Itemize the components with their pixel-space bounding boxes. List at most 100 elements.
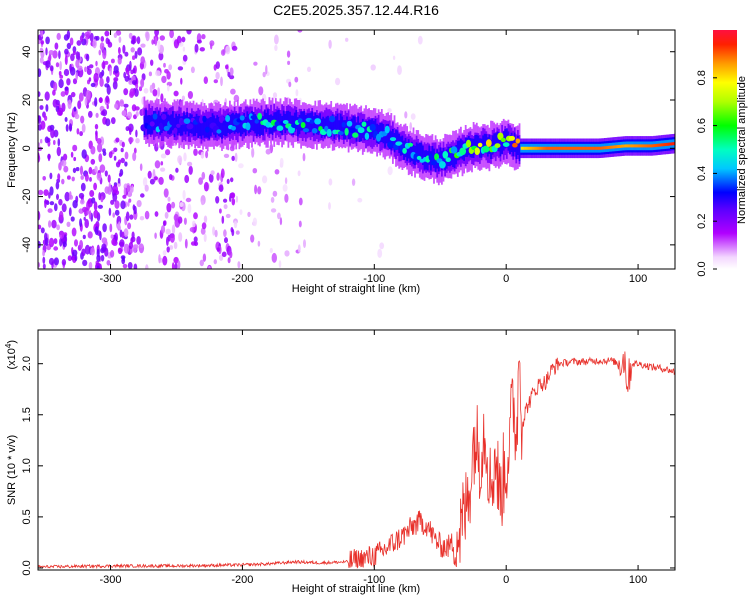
spectrogram-ridge-blob [173, 127, 178, 134]
spectrogram-noise-speck [229, 250, 233, 259]
spectrogram-noise-speck [163, 188, 169, 198]
spectrogram-noise-speck [137, 47, 143, 56]
spectrogram-noise-speck [130, 237, 134, 245]
spectrogram-noise-speck [99, 42, 105, 51]
spectrogram-ridge-blob [344, 127, 349, 136]
spectrogram-ridge-halo [164, 112, 166, 132]
spectrogram-noise-speck [113, 65, 119, 74]
spectrogram-ridge-halo [453, 148, 456, 169]
spectrogram-ridge-halo [157, 111, 160, 131]
spectrogram-ridge-halo [452, 147, 454, 167]
spectrogram-noise-speck [117, 247, 123, 255]
spectrogram-noise-speck [49, 186, 54, 196]
spectrogram-noise-speck [49, 201, 55, 206]
spectrogram-noise-speck [107, 174, 111, 183]
spectrogram-noise-speck [56, 32, 61, 41]
spectrogram-ridge-blob [357, 127, 365, 134]
spectrogram-noise-speck [38, 224, 42, 230]
spectrogram-noise-speck [163, 220, 167, 226]
spectrogram-noise-speck [104, 30, 110, 37]
spectrogram-ridge-blob [225, 115, 231, 122]
spectrogram-noise-speck [298, 220, 302, 228]
spectrogram-ridge-halo [301, 111, 304, 131]
spectrogram-noise-speck [152, 89, 158, 97]
spectrogram-noise-speck [71, 227, 77, 237]
spectrogram-noise-speck [193, 241, 199, 247]
spectrogram-noise-speck [182, 189, 186, 200]
spectrogram-noise-speck [105, 118, 111, 127]
spectrogram-ridge-halo [243, 113, 245, 133]
spectrogram-noise-speck [42, 249, 45, 257]
spectrogram-noise-speck [74, 113, 80, 120]
spectrogram-noise-speck [169, 30, 174, 39]
spectrogram-ridge-core [520, 146, 523, 150]
spectrogram-noise-speck [58, 78, 64, 89]
spectrogram-ridge-blob [231, 126, 236, 131]
colorbar-tick-label: 0.0 [696, 261, 708, 276]
spectrogram-noise-speck [82, 259, 88, 267]
spectrogram-ridge-halo [145, 109, 147, 129]
spectrogram-ridge-blob [465, 139, 472, 148]
spectrogram-noise-speck [218, 184, 224, 192]
spectrogram-noise-speck [66, 30, 71, 40]
spectrogram-noise-speck [274, 169, 280, 175]
spectrogram-noise-speck [177, 260, 181, 269]
spectrogram-ridge-blob [326, 128, 332, 137]
spectrogram-ridge-halo [335, 116, 337, 136]
spectrogram-noise-speck [237, 261, 241, 269]
spectrogram-ridge-halo [175, 113, 177, 133]
spectrogram-noise-speck [87, 231, 93, 239]
spectrogram-noise-speck [158, 254, 161, 264]
spectrogram-ridge-halo [254, 114, 257, 134]
spectrogram-noise-speck [193, 236, 198, 243]
spectrogram-ridge-halo [365, 120, 367, 140]
spectrogram-ridge-core [619, 144, 622, 148]
spectrogram-noise-speck [229, 67, 234, 76]
spectrogram-noise-speck [125, 69, 130, 75]
spectrogram-ridge-core [631, 144, 634, 148]
spectrogram-noise-speck [328, 202, 331, 210]
spectrogram-noise-speck [113, 32, 118, 38]
spectrogram-noise-speck [69, 37, 74, 46]
spectrogram-noise-speck [75, 71, 78, 81]
spectrogram-ridge-halo [194, 116, 196, 136]
spectrogram-noise-speck [138, 244, 144, 248]
spectrogram-noise-speck [53, 257, 60, 266]
spectrogram-ridge-halo [257, 115, 260, 135]
spectrogram-ridge-core [589, 146, 591, 150]
spectrogram-y-tick-label: 40 [21, 46, 33, 58]
spectrogram-noise-speck [271, 252, 277, 263]
spectrogram-ridge-core [548, 146, 550, 150]
spectrogram-noise-speck [182, 46, 186, 52]
spectrogram-noise-speck [90, 247, 95, 256]
spectrogram-noise-speck [121, 231, 125, 239]
spectrogram-noise-speck [160, 225, 166, 234]
spectrogram-noise-speck [127, 222, 132, 230]
colorbar-tick-label: 0.4 [696, 166, 708, 181]
spectrogram-noise-speck [84, 218, 89, 229]
spectrogram-noise-speck [404, 111, 408, 119]
spectrogram-noise-speck [90, 82, 96, 88]
spectrogram-ridge-core [655, 144, 657, 147]
spectrogram-ridge-core [649, 144, 652, 148]
spectrogram-noise-speck [269, 247, 273, 254]
spectrogram-noise-speck [150, 59, 154, 66]
spectrogram-ridge-core [647, 144, 649, 148]
spectrogram-ridge-halo [409, 143, 412, 163]
spectrogram-noise-speck [155, 70, 161, 77]
spectrogram-ridge-halo [192, 117, 195, 137]
spectrogram-noise-speck [57, 173, 61, 181]
spectrogram-noise-speck [219, 208, 222, 214]
spectrogram-noise-speck [59, 210, 64, 221]
spectrogram-noise-speck [145, 264, 149, 269]
spectrogram-noise-speck [72, 200, 78, 209]
spectrogram-ridge-core [671, 142, 673, 146]
spectrogram-noise-speck [110, 234, 114, 239]
spectrogram-noise-speck [107, 41, 113, 48]
spectrogram-ridge-blob [509, 135, 515, 141]
spectrogram-noise-speck [122, 194, 127, 199]
spectrogram-noise-speck [42, 256, 46, 264]
spectrogram-ridge-blob [474, 147, 481, 155]
spectrogram-noise-speck [124, 161, 128, 167]
spectrogram-noise-speck [98, 153, 103, 163]
